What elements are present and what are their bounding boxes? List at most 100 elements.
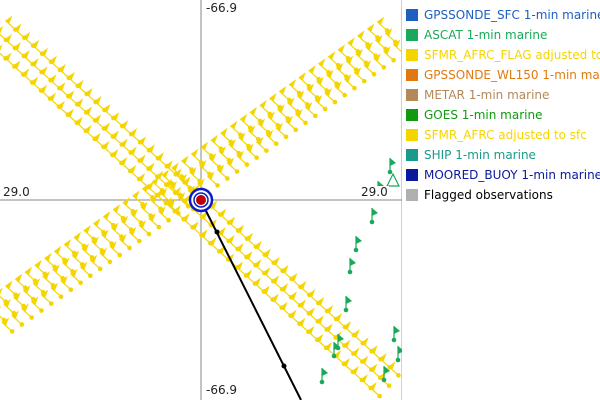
wind-barb-flag	[236, 150, 244, 159]
map-panel[interactable]: -66.9 -66.9 29.0 29.0	[0, 0, 402, 400]
wind-observation-dot	[322, 106, 328, 112]
legend-item[interactable]: SFMR_AFRC adjusted to sfc	[406, 125, 600, 145]
wind-barb-flag	[72, 250, 80, 259]
legend-item[interactable]: MOORED_BUOY 1-min marine	[406, 165, 600, 185]
top-longitude-label: -66.9	[205, 1, 239, 15]
storm-center-marker[interactable]	[188, 187, 214, 213]
wind-barb-flag	[269, 92, 277, 101]
ascat-barb-flag	[394, 326, 400, 334]
wind-barb-flag	[57, 100, 65, 109]
wind-barb-flag	[342, 358, 350, 367]
wind-barb-flag	[266, 129, 274, 138]
wind-barb-flag	[67, 71, 75, 80]
right-latitude-label: 29.0	[360, 185, 389, 199]
wind-barb-flag	[102, 140, 110, 149]
wind-barb-flag	[279, 86, 287, 95]
wind-barb-flag	[44, 252, 52, 261]
wind-observation-dot	[136, 238, 142, 244]
wind-barb-flag	[62, 257, 70, 266]
wind-observation-dot	[293, 127, 299, 133]
wind-barb-flag	[298, 317, 306, 326]
wind-barb-flag	[249, 106, 257, 115]
wind-barb-flag	[102, 122, 110, 131]
wind-barb-flag	[41, 47, 49, 56]
wind-observation-dot	[264, 148, 269, 153]
wind-barb-flag	[352, 347, 360, 356]
ascat-barb-flag	[338, 334, 344, 342]
wind-barb-flag	[388, 361, 396, 370]
legend-label: ASCAT 1-min marine	[424, 28, 548, 42]
wind-barb-flag	[148, 213, 156, 222]
legend-item[interactable]: ASCAT 1-min marine	[406, 25, 600, 45]
wind-barb-flag	[361, 355, 369, 364]
wind-barb-flag	[272, 256, 280, 265]
wind-barb-flag	[181, 155, 189, 164]
wind-barb-flag	[165, 178, 173, 187]
ascat-triangle-marker	[386, 172, 400, 187]
wind-barb-flag	[317, 297, 325, 306]
wind-barb-flag	[58, 82, 66, 91]
wind-observation-dot	[9, 329, 15, 334]
wind-observation-dot	[371, 71, 377, 77]
wind-barb-flag	[121, 215, 129, 224]
legend-item[interactable]: METAR 1-min marine	[406, 85, 600, 105]
wind-barb-flag	[138, 173, 146, 182]
legend-swatch	[406, 109, 418, 121]
legend-item[interactable]: Flagged observations	[406, 185, 600, 205]
wind-observation-dot	[215, 183, 220, 188]
wind-barb-flag	[161, 169, 169, 178]
wind-barb-flag	[200, 229, 208, 238]
wind-barb-flag	[4, 34, 12, 43]
wind-barb-flag	[298, 72, 306, 81]
wind-barb-flag	[179, 173, 187, 182]
wind-barb-flag	[199, 160, 207, 169]
wind-barb-flag	[230, 120, 238, 129]
wind-barb-flag	[361, 337, 369, 346]
ascat-barb-flag	[390, 158, 396, 166]
ascat-barb-flag	[346, 296, 352, 304]
wind-barb-flag	[218, 146, 226, 155]
observation-map[interactable]	[0, 0, 402, 400]
wind-barb-flag	[90, 254, 98, 263]
wind-barb-flag	[0, 44, 3, 52]
legend-swatch	[406, 189, 418, 201]
wind-barb-flag	[0, 306, 1, 309]
legend-item[interactable]: GPSSONDE_WL150 1-min mar	[406, 65, 600, 85]
wind-barb-flag	[210, 200, 218, 209]
wind-barb-flag	[248, 125, 256, 134]
wind-barb-flag	[109, 240, 117, 249]
wind-barb-flag	[307, 83, 315, 92]
wind-barb-flag	[393, 39, 401, 48]
wind-barb-flag	[83, 225, 91, 234]
wind-barb-flag	[316, 76, 324, 85]
wind-barb-flag	[263, 267, 271, 276]
wind-barb-flag	[316, 333, 324, 342]
wind-observation-dot	[166, 217, 171, 223]
wind-observation-dot	[225, 176, 230, 181]
legend-item[interactable]: SHIP 1-min marine	[406, 145, 600, 165]
ascat-barb-flag	[384, 366, 390, 374]
wind-barb-flag	[316, 315, 324, 324]
wind-barb-flag	[218, 227, 226, 236]
wind-barb-flag	[49, 55, 57, 64]
legend-swatch	[406, 149, 418, 161]
legend-label: SHIP 1-min marine	[424, 148, 536, 162]
wind-barb-flag	[42, 271, 50, 280]
wind-barb-flag	[183, 176, 191, 185]
legend-item[interactable]: SFMR_AFRC_FLAG adjusted to	[406, 45, 600, 65]
legend-item[interactable]: GOES 1-min marine	[406, 105, 600, 125]
wind-barb-flag	[281, 283, 289, 292]
wind-barb-flag	[354, 67, 362, 76]
wind-barb-flag	[34, 259, 42, 268]
wind-barb-flag	[13, 292, 21, 301]
wind-barb-flag	[103, 104, 111, 113]
wind-barb-flag	[85, 87, 93, 96]
wind-barb-flag	[240, 113, 248, 122]
wind-barb-flag	[111, 130, 119, 139]
wind-barb-flag	[174, 168, 182, 177]
wind-barb-flag	[66, 108, 74, 117]
wind-barb-flag	[0, 287, 3, 295]
ascat-barb-flag	[398, 346, 402, 354]
legend-item[interactable]: GPSSONDE_SFC 1-min marine	[406, 5, 600, 25]
wind-barb-flag	[129, 146, 137, 155]
